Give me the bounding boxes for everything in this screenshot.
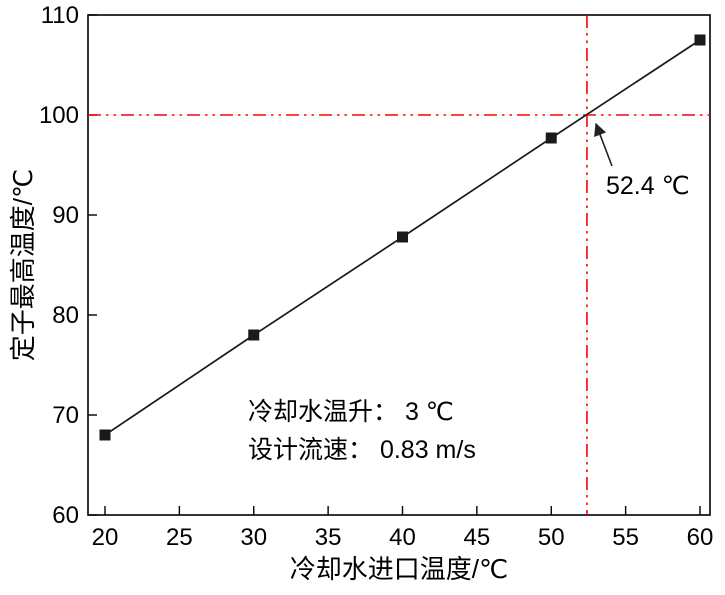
- plot-frame: [87, 14, 711, 516]
- x-tick-label: 50: [538, 524, 565, 551]
- x-tick-label: 30: [240, 524, 267, 551]
- crosshair-value-label: 52.4 ℃: [606, 172, 690, 200]
- data-point-marker: [694, 34, 706, 46]
- x-tick-label: 20: [92, 524, 119, 551]
- plot-area: 20 25 30 35 40 45 50 55 60 60 70 80 90 100 110: [39, 2, 713, 551]
- y-tick-label: 80: [52, 302, 79, 329]
- data-point-marker: [545, 132, 557, 144]
- x-tick-label: 55: [612, 524, 639, 551]
- y-tick-label: 100: [39, 102, 79, 129]
- note-design-velocity: 设计流速： 0.83 m/s: [248, 436, 476, 464]
- x-tick-label: 25: [166, 524, 193, 551]
- data-point-marker: [397, 231, 408, 243]
- note-cooling-water-rise: 冷却水温升： 3 ℃: [248, 398, 454, 426]
- x-tick-label: 35: [315, 524, 342, 551]
- x-tick-label: 45: [464, 524, 491, 551]
- y-axis-label: 定子最高温度/℃: [8, 169, 38, 361]
- y-tick-label: 70: [52, 402, 79, 429]
- x-axis-label: 冷却水进口温度/℃: [290, 554, 508, 584]
- data-point-marker: [248, 329, 260, 341]
- x-tick-label: 40: [389, 524, 416, 551]
- data-point-marker: [99, 429, 111, 441]
- annotation-arrow: [594, 122, 613, 167]
- x-tick-label: 60: [687, 524, 714, 551]
- y-tick-label: 90: [52, 202, 79, 229]
- y-tick-label: 110: [41, 2, 79, 29]
- y-tick-label: 60: [52, 502, 79, 529]
